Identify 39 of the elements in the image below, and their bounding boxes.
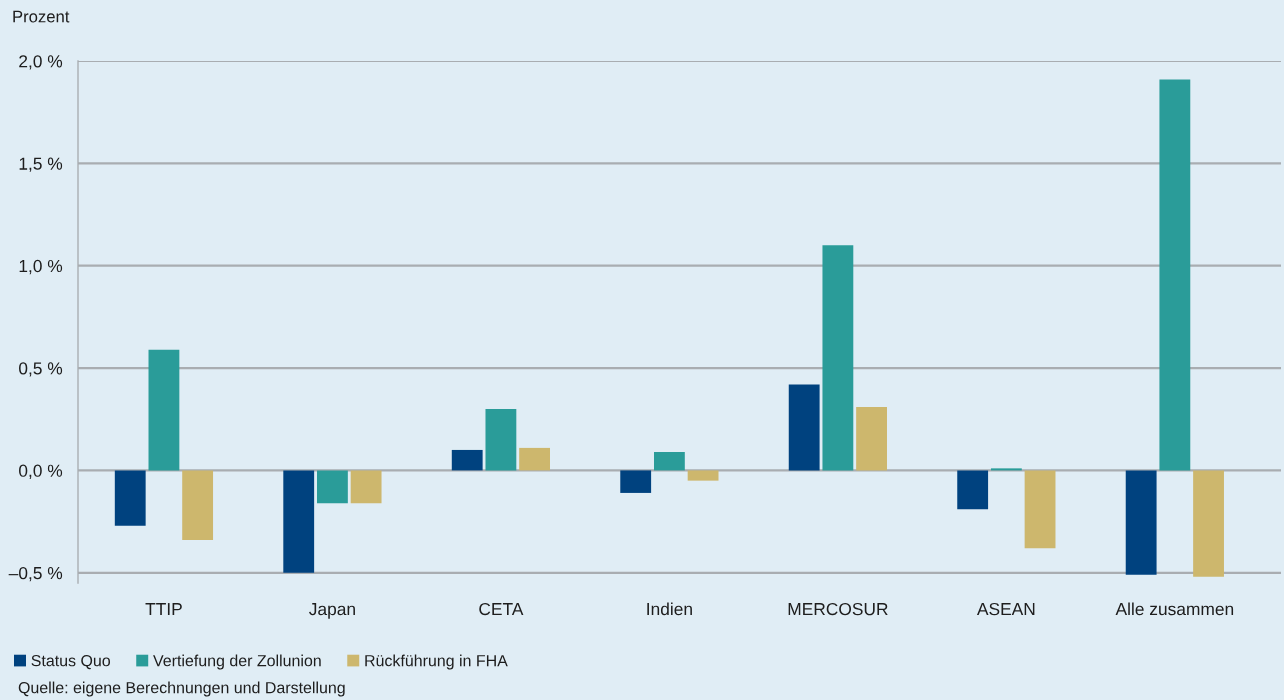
bar [856, 406, 887, 471]
legend-label: Rückführung in FHA [365, 654, 508, 670]
bar [1024, 470, 1056, 549]
bar [283, 470, 315, 573]
y-tick-label: 1,0 % [19, 259, 63, 275]
x-tick-label: Indien [647, 602, 692, 616]
bar [687, 470, 719, 481]
legend-label: Vertiefung der Zollunion [153, 654, 321, 670]
x-tick-label: Alle zusammen [1115, 602, 1234, 616]
x-tick-label: CETA [479, 602, 524, 616]
y-axis-title: Prozent [13, 10, 70, 23]
bar [182, 470, 214, 541]
x-tick-label: Japan [309, 603, 355, 619]
bar [519, 447, 551, 471]
bar [1193, 470, 1224, 577]
bar [990, 468, 1022, 471]
bar [317, 470, 348, 504]
bar [114, 470, 146, 526]
bar [350, 470, 382, 504]
source-note: Quelle: eigene Berechnungen und Darstellung [18, 681, 345, 697]
y-tick-label: 0,5 % [19, 362, 63, 377]
x-tick-label: MERCOSUR [788, 602, 888, 616]
bar [620, 470, 652, 493]
y-tick-label: 2,0 % [19, 55, 63, 70]
legend-label: Status Quo [31, 654, 111, 670]
y-tick-label: 0,0 % [19, 464, 63, 479]
bar [148, 349, 180, 471]
bar [957, 470, 989, 510]
bar [653, 451, 685, 471]
bar [485, 409, 517, 471]
bar [1159, 79, 1191, 471]
bar [1125, 470, 1157, 575]
y-tick-label: 1,5 % [19, 157, 63, 172]
bar [822, 245, 854, 471]
x-tick-label: ASEAN [976, 602, 1035, 616]
bar [788, 384, 820, 471]
y-tick-label: –0,5 % [8, 566, 63, 582]
bar [451, 449, 483, 471]
x-tick-label: TTIP [145, 603, 182, 616]
